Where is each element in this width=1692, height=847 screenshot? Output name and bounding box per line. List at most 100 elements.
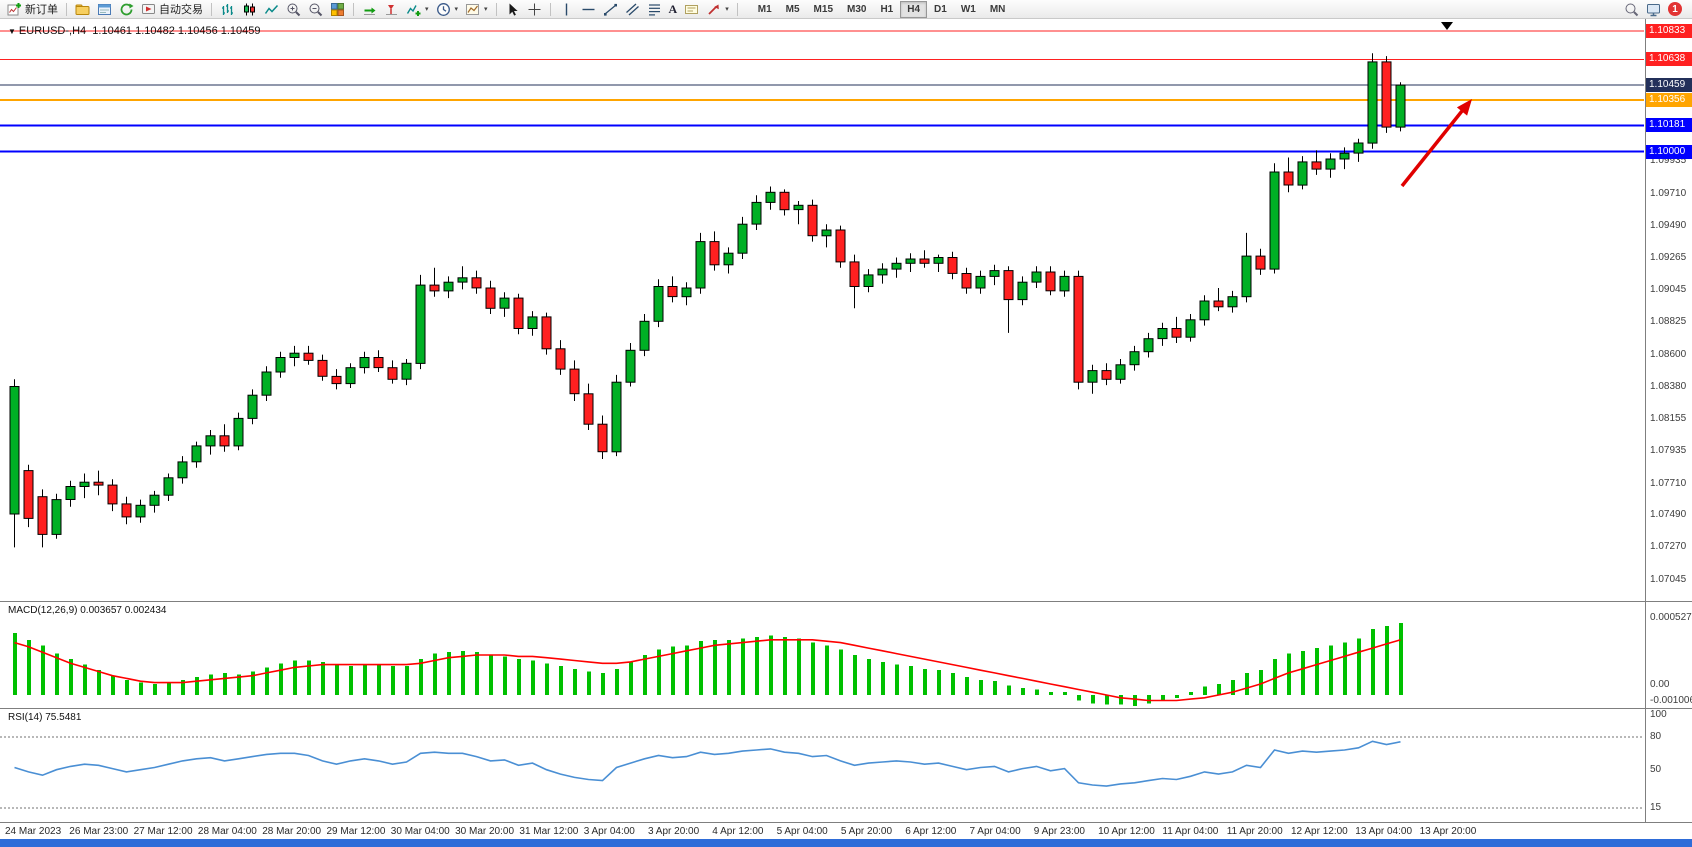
candlestick-plot[interactable] xyxy=(0,19,1644,601)
timeframe-button-w1[interactable]: W1 xyxy=(960,3,976,15)
macd-plot[interactable] xyxy=(0,603,1644,708)
timeframe-button-d1[interactable]: D1 xyxy=(934,3,947,15)
toolbar-separator xyxy=(549,2,551,16)
cursor-button[interactable] xyxy=(502,1,523,18)
macd-indicator-label: MACD(12,26,9) 0.003657 0.002434 xyxy=(8,605,167,616)
price-tick: 1.09935 xyxy=(1650,155,1687,167)
time-label: 4 Apr 12:00 xyxy=(712,826,764,837)
bar-chart-button[interactable] xyxy=(217,1,238,18)
time-label: 13 Apr 04:00 xyxy=(1355,826,1413,837)
toolbar-separator xyxy=(66,2,67,16)
candlestick-chart-button[interactable] xyxy=(239,1,260,18)
timeframe-button-m30[interactable]: M30 xyxy=(847,3,867,15)
trendline-tool-button[interactable] xyxy=(600,1,621,18)
level-price-label: 1.10181 xyxy=(1646,118,1692,133)
profiles-button[interactable] xyxy=(72,1,93,18)
chart-shift-button[interactable] xyxy=(381,1,402,18)
time-label: 3 Apr 20:00 xyxy=(648,826,700,837)
crosshair-icon xyxy=(528,3,541,15)
time-label: 11 Apr 20:00 xyxy=(1226,826,1283,837)
bar-chart-icon xyxy=(222,3,233,15)
chart-area: ▼ EURUSD-,H4 1.10461 1.10482 1.10456 1.10… xyxy=(0,19,1692,839)
toolbar: 新订单 自动交易 ▾ ▾ ▾ A ▾ M1 M5 xyxy=(0,0,1692,19)
time-label: 10 Apr 12:00 xyxy=(1098,826,1155,837)
auto-scroll-button[interactable] xyxy=(359,1,380,18)
periods-button[interactable]: ▾ xyxy=(433,1,462,18)
crosshair-button[interactable] xyxy=(524,1,545,18)
taskbar-edge xyxy=(0,839,1692,847)
tile-windows-button[interactable] xyxy=(327,1,348,18)
price-tick: 1.07935 xyxy=(1650,445,1687,456)
time-label: 6 Apr 12:00 xyxy=(905,826,957,837)
price-tick: 1.07710 xyxy=(1650,477,1687,489)
time-label: 27 Mar 12:00 xyxy=(133,826,193,837)
arrow-object-icon xyxy=(708,4,720,15)
price-tick: 1.07490 xyxy=(1650,509,1687,521)
horizontal-line-tool-button[interactable] xyxy=(578,1,599,18)
label-tool-button[interactable] xyxy=(681,1,702,18)
vertical-line-icon xyxy=(565,3,567,15)
indicators-dropdown-caret-icon[interactable]: ▾ xyxy=(425,6,429,13)
rsi-scale-15: 15 xyxy=(1650,802,1662,813)
timeframe-button-mn[interactable]: MN xyxy=(989,3,1006,15)
search-icon[interactable] xyxy=(1624,2,1639,17)
price-scale[interactable]: 1.09935 1.09710 1.09490 1.09265 1.09045 1.088… xyxy=(1645,19,1692,822)
current-price-label: 1.10459 xyxy=(1646,78,1692,93)
candlestick-chart-icon xyxy=(244,3,255,15)
symbol-marker-icon: ▼ xyxy=(8,27,16,36)
monitor-icon[interactable] xyxy=(1646,2,1661,17)
price-tick: 1.07270 xyxy=(1650,541,1687,553)
macd-scale-max: 0.0005274 xyxy=(1650,612,1692,623)
timeframe-button-m1[interactable]: M1 xyxy=(757,3,772,15)
rsi-panel[interactable] xyxy=(0,708,1692,822)
refresh-icon xyxy=(120,3,134,15)
text-tool-icon: A xyxy=(668,1,678,16)
chart-shift-icon xyxy=(386,4,397,15)
zoom-in-icon xyxy=(287,3,301,16)
zoom-out-button[interactable] xyxy=(305,1,326,18)
time-label: 30 Mar 04:00 xyxy=(390,826,450,837)
price-tick: 1.09490 xyxy=(1650,219,1687,231)
channel-tool-button[interactable] xyxy=(622,1,643,18)
time-label: 5 Apr 04:00 xyxy=(776,826,828,837)
arrows-tool-button[interactable]: ▾ xyxy=(703,1,732,18)
level-price-label: 1.10833 xyxy=(1646,24,1692,38)
price-tick: 1.09710 xyxy=(1650,187,1687,199)
macd-panel[interactable] xyxy=(0,601,1692,708)
notification-badge[interactable]: 1 xyxy=(1668,2,1682,16)
timeframe-button-m5[interactable]: M5 xyxy=(785,3,800,15)
price-tick: 1.08825 xyxy=(1650,316,1687,327)
rsi-indicator-label: RSI(14) 75.5481 xyxy=(8,712,82,723)
time-label: 7 Apr 04:00 xyxy=(969,826,1021,837)
text-label-icon xyxy=(685,4,699,14)
time-label: 30 Mar 20:00 xyxy=(455,826,515,837)
periods-dropdown-caret-icon[interactable]: ▾ xyxy=(454,6,459,13)
price-tick: 1.08600 xyxy=(1650,348,1687,360)
time-label: 24 Mar 2023 xyxy=(5,826,62,837)
arrows-dropdown-caret-icon[interactable]: ▾ xyxy=(725,6,729,13)
vertical-line-tool-button[interactable] xyxy=(556,1,577,18)
timeframe-button-h1[interactable]: H1 xyxy=(880,3,894,15)
market-watch-button[interactable] xyxy=(94,1,115,18)
timeframe-button-m15[interactable]: M15 xyxy=(813,3,833,15)
indicators-button[interactable]: ▾ xyxy=(403,1,432,18)
refresh-button[interactable] xyxy=(116,1,137,18)
time-label: 12 Apr 12:00 xyxy=(1291,826,1348,837)
profiles-icon xyxy=(75,4,90,15)
timeframe-button-h4[interactable]: H4 xyxy=(900,0,928,18)
rsi-plot[interactable] xyxy=(0,710,1644,822)
templates-dropdown-caret-icon[interactable]: ▾ xyxy=(484,6,488,13)
autotrading-button[interactable]: 自动交易 xyxy=(138,1,206,18)
zoom-in-button[interactable] xyxy=(283,1,304,18)
toolbar-separator xyxy=(736,2,738,16)
text-tool-button[interactable]: A xyxy=(666,1,681,18)
time-label: 28 Mar 20:00 xyxy=(262,826,322,837)
fibonacci-tool-button[interactable] xyxy=(644,1,665,18)
toolbar-right-group: 1 xyxy=(1624,2,1688,17)
cursor-icon xyxy=(509,3,518,16)
time-axis[interactable]: 24 Mar 2023 26 Mar 23:00 27 Mar 12:00 28 Ma… xyxy=(0,822,1692,839)
market-watch-icon xyxy=(98,3,111,15)
new-order-button[interactable]: 新订单 xyxy=(4,1,61,18)
templates-button[interactable]: ▾ xyxy=(462,1,491,18)
line-chart-button[interactable] xyxy=(261,1,282,18)
